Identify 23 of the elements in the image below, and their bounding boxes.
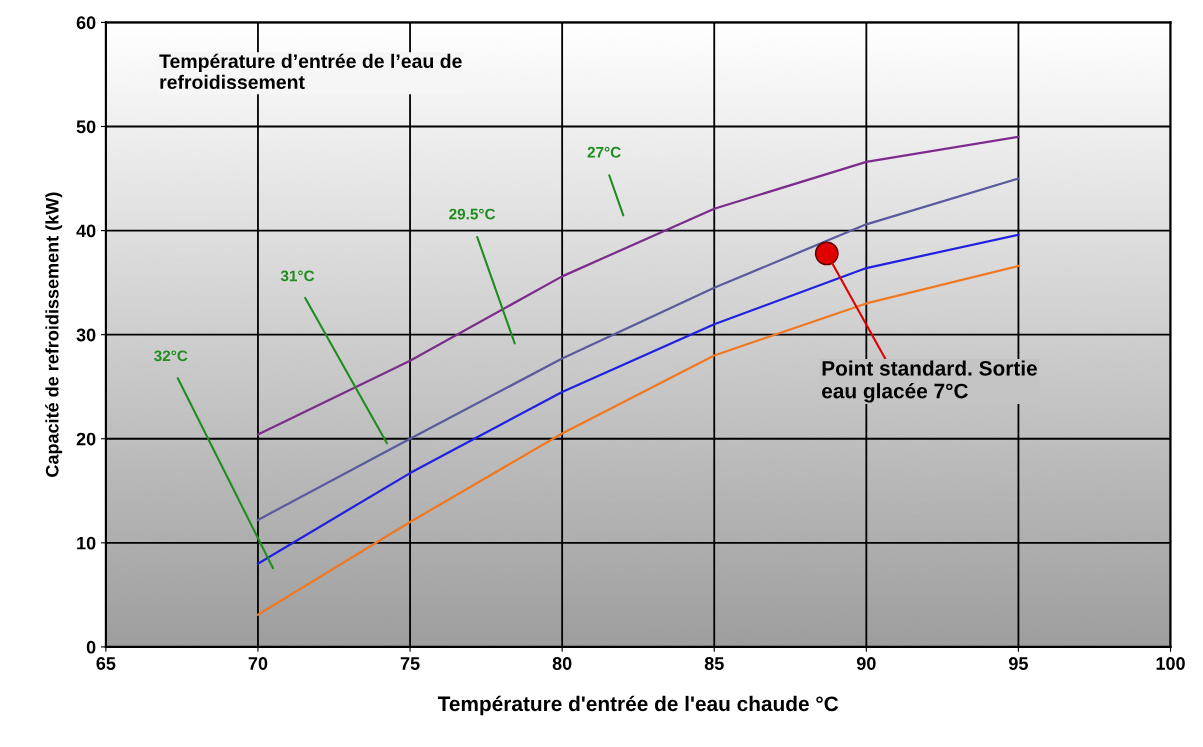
x-tick-label: 100 (1156, 657, 1185, 670)
x-tick-label: 85 (704, 657, 724, 670)
y-tick-label: 30 (76, 328, 96, 342)
x-axis-title: Température d'entrée de l'eau chaude °C (437, 695, 839, 716)
y-tick-label: 0 (86, 640, 96, 654)
x-tick-label: 80 (552, 657, 572, 670)
y-tick-label: 50 (76, 120, 96, 134)
y-tick-label: 60 (76, 16, 96, 30)
x-tick-label: 70 (248, 657, 268, 670)
annotation: Point standard. Sortie eau glacée 7°C (822, 360, 1037, 403)
annotation: 29.5°C (449, 208, 496, 220)
annotation: 27°C (587, 146, 621, 158)
annotation: Température d’entrée de l’eau de refroidissement (159, 53, 462, 90)
y-axis-title: Capacité de refroidissement (kW) (45, 192, 63, 477)
y-tick-label: 20 (76, 432, 96, 446)
annotation: 31°C (280, 270, 315, 282)
x-tick-label: 75 (400, 657, 420, 670)
annotation: 32°C (154, 350, 188, 362)
y-tick-label: 40 (76, 224, 96, 238)
x-tick-label: 90 (856, 657, 876, 670)
x-tick-label: 65 (96, 657, 116, 670)
y-tick-label: 10 (77, 536, 96, 550)
x-tick-label: 95 (1009, 657, 1028, 670)
